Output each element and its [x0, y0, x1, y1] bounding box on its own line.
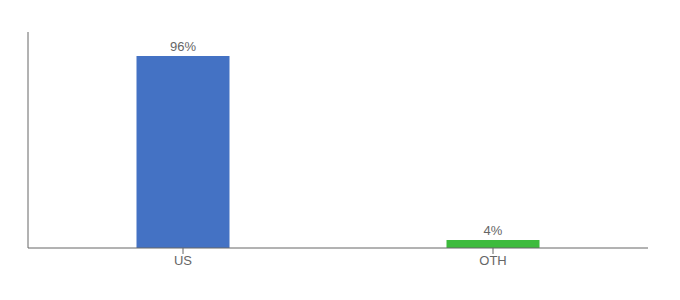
svg-text:US: US	[174, 253, 192, 268]
svg-text:OTH: OTH	[479, 253, 506, 268]
svg-text:4%: 4%	[484, 223, 503, 238]
svg-text:96%: 96%	[170, 39, 196, 54]
